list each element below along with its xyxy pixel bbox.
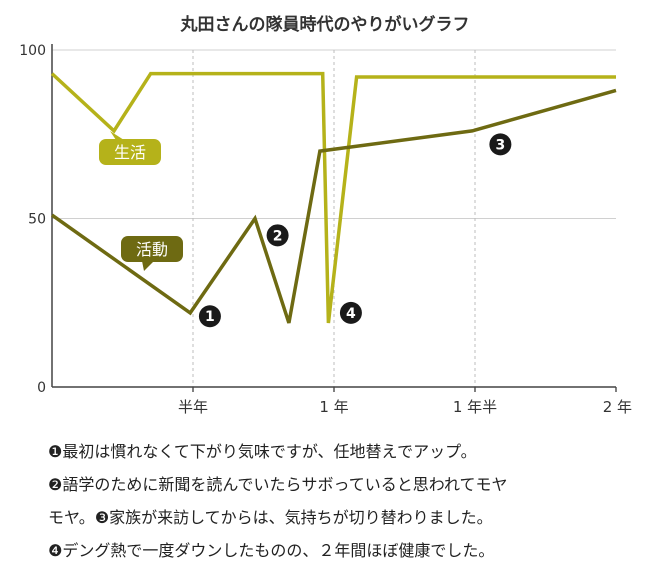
y-tick-label: 0: [37, 380, 46, 396]
legend-badge-1: [99, 139, 161, 165]
x-tick-label: 1 年: [319, 398, 348, 416]
axis-layer: 0 50 100 半年 1 年 1 年半 2 年: [19, 43, 632, 416]
legend-badge-tail-2: [142, 261, 154, 271]
grid-layer: [52, 49, 616, 387]
annotation-marker-4: [339, 301, 362, 324]
annotation-label-3: 3: [496, 137, 506, 153]
x-tick-label: 1 年半: [453, 398, 497, 416]
annotation-label-4: 4: [346, 306, 356, 322]
x-tick-label: 半年: [178, 398, 208, 416]
series-line-1: [50, 71, 616, 324]
note-line-2: ❷語学のために新聞を読んでいたらサボっていると思われてモヤ: [48, 475, 508, 494]
annotation-label-2: 2: [273, 228, 283, 244]
legend-badge-tail-1: [110, 131, 124, 140]
note-line-3: モヤ。❸家族が来訪してからは、気持ちが切り替わりました。: [48, 508, 493, 527]
y-tick-label: 50: [28, 212, 46, 228]
annotation-marker-1: [198, 305, 221, 328]
series-line-2: [50, 88, 617, 324]
annotation-marker-2: [266, 224, 289, 247]
annotation-layer: 1 2 3 4: [198, 133, 512, 328]
legend-label-1: 生活: [114, 143, 146, 162]
note-line-1: ❶最初は慣れなくて下がり気味ですが、任地替えでアップ。: [48, 442, 477, 461]
annotation-label-1: 1: [205, 309, 215, 325]
chart-title: 丸田さんの隊員時代のやりがいグラフ: [180, 15, 470, 35]
legend-label-2: 活動: [136, 240, 168, 259]
x-tick-label: 2 年: [603, 398, 632, 416]
annotation-marker-3: [489, 133, 512, 156]
series-layer: [50, 71, 617, 324]
legend-badge-2: [121, 236, 183, 262]
y-tick-label: 100: [19, 43, 46, 59]
note-line-4: ❹デング熱で一度ダウンしたものの、２年間ほぼ健康でした。: [48, 541, 495, 560]
notes: ❶最初は慣れなくて下がり気味ですが、任地替えでアップ。 ❷語学のために新聞を読ん…: [48, 435, 638, 567]
